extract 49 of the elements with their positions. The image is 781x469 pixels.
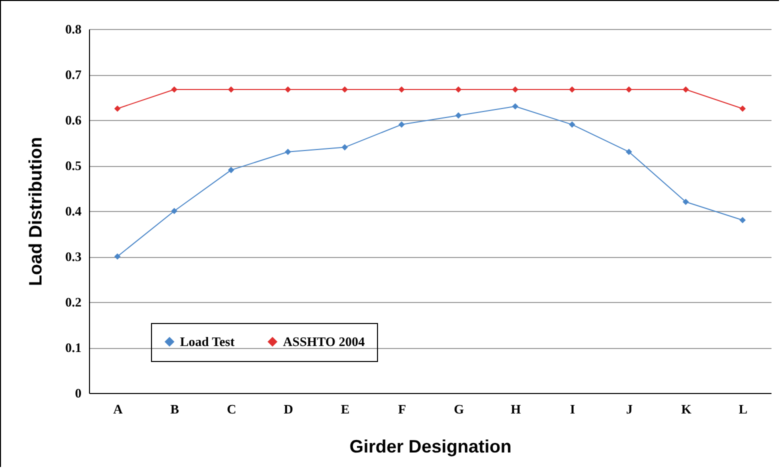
- y-tick-label: 0.1: [65, 340, 82, 355]
- point: [342, 86, 348, 93]
- point: [171, 208, 178, 214]
- y-tick-label: 0.2: [65, 294, 82, 310]
- point: [284, 86, 292, 93]
- x-tick-label: E: [340, 402, 350, 416]
- y-tick-label: 0.6: [65, 112, 82, 128]
- point: [228, 86, 234, 93]
- x-tick-label: G: [454, 402, 464, 416]
- point: [739, 216, 746, 224]
- x-tick-label: A: [113, 402, 124, 416]
- legend-label: ASSHTO 2004: [283, 334, 366, 349]
- point: [114, 253, 121, 260]
- point: [512, 86, 518, 93]
- point: [626, 86, 632, 93]
- x-tick-label: B: [170, 402, 180, 416]
- point: [682, 86, 689, 93]
- x-tick-label: H: [510, 402, 521, 416]
- point: [455, 86, 462, 93]
- point: [512, 103, 518, 110]
- point: [171, 86, 178, 93]
- point: [284, 148, 292, 156]
- x-tick-label: L: [738, 402, 748, 416]
- point: [568, 86, 576, 93]
- x-tick-label: K: [681, 402, 692, 416]
- x-axis-title: Girder Designation: [349, 436, 512, 456]
- point: [342, 144, 348, 150]
- y-tick-label: 0.3: [65, 249, 82, 264]
- y-tick-label: 0.8: [65, 22, 82, 36]
- y-tick-label: 0.7: [65, 67, 82, 82]
- y-tick-label: 0.5: [65, 158, 82, 173]
- point: [626, 148, 632, 156]
- y-tick-label: 0.4: [65, 204, 82, 218]
- x-tick-label: D: [284, 402, 294, 416]
- y-axis-title: Load Distribution: [25, 137, 46, 286]
- y-tick-label: 0: [75, 386, 82, 400]
- x-tick-label: J: [626, 402, 634, 416]
- point: [228, 166, 234, 174]
- point: [114, 105, 121, 112]
- point: [398, 86, 405, 93]
- point: [455, 112, 462, 119]
- x-tick-label: F: [398, 402, 406, 416]
- legend-label: Load Test: [180, 334, 236, 349]
- point: [398, 121, 405, 128]
- point: [682, 198, 689, 206]
- point: [568, 121, 576, 128]
- x-tick-label: C: [226, 402, 236, 416]
- point: [739, 105, 746, 112]
- x-tick-label: I: [570, 402, 576, 416]
